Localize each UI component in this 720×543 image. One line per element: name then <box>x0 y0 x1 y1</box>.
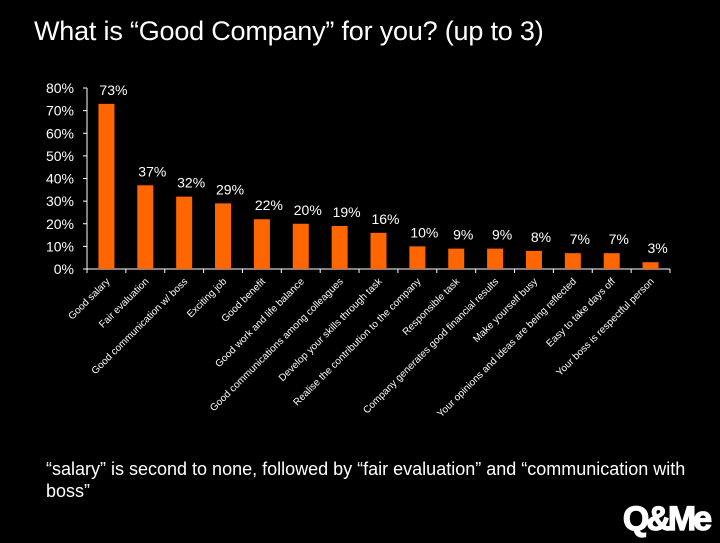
data-label: 20% <box>294 202 322 218</box>
bar <box>292 223 309 269</box>
y-tick-label: 40% <box>46 171 74 187</box>
data-label: 37% <box>138 163 166 179</box>
bar <box>525 250 542 269</box>
bar <box>642 262 659 269</box>
category-label: Good communications among colleagues <box>208 276 345 413</box>
data-label: 7% <box>570 231 590 247</box>
bar <box>253 219 270 269</box>
caption-text: “salary” is second to none, followed by … <box>46 459 686 501</box>
category-label: Make yourself busy <box>471 276 540 345</box>
data-label: 9% <box>492 227 512 243</box>
y-tick-label: 20% <box>46 216 74 232</box>
bar <box>215 203 232 269</box>
category-label: Your opinions and ideas are being reflec… <box>435 276 579 420</box>
y-tick-label: 50% <box>46 148 74 164</box>
y-tick-label: 0% <box>54 261 74 277</box>
bar <box>409 246 426 269</box>
data-label: 73% <box>99 82 127 98</box>
bar <box>98 103 115 270</box>
svg-text:Q&Me: Q&Me <box>623 500 711 538</box>
q-and-me-logo-icon: Q&Me <box>622 499 715 538</box>
data-label: 8% <box>531 229 551 245</box>
bar <box>603 253 620 269</box>
data-label: 16% <box>371 211 399 227</box>
y-tick-label: 70% <box>46 103 74 119</box>
y-tick-label: 80% <box>46 80 74 96</box>
bar <box>448 248 465 269</box>
data-label: 19% <box>333 204 361 220</box>
data-label: 9% <box>453 227 473 243</box>
page-title: What is “Good Company” for you? (up to 3… <box>34 16 544 46</box>
brand-logo: Q&Me <box>614 494 718 538</box>
category-label: Easy to take days off <box>545 276 618 349</box>
bar <box>331 226 348 269</box>
y-tick-label: 10% <box>46 238 74 254</box>
bar <box>564 253 581 269</box>
y-tick-label: 60% <box>46 125 74 141</box>
category-label: Company generates good financial results <box>361 276 501 416</box>
bar <box>176 196 193 269</box>
data-label: 10% <box>410 224 438 240</box>
data-label: 22% <box>255 197 283 213</box>
data-label: 7% <box>609 231 629 247</box>
data-label: 29% <box>216 181 244 197</box>
y-tick-label: 30% <box>46 193 74 209</box>
bar <box>370 232 387 269</box>
data-label: 3% <box>647 240 667 256</box>
data-label: 32% <box>177 175 205 191</box>
bar <box>487 248 504 269</box>
bar <box>137 185 154 269</box>
